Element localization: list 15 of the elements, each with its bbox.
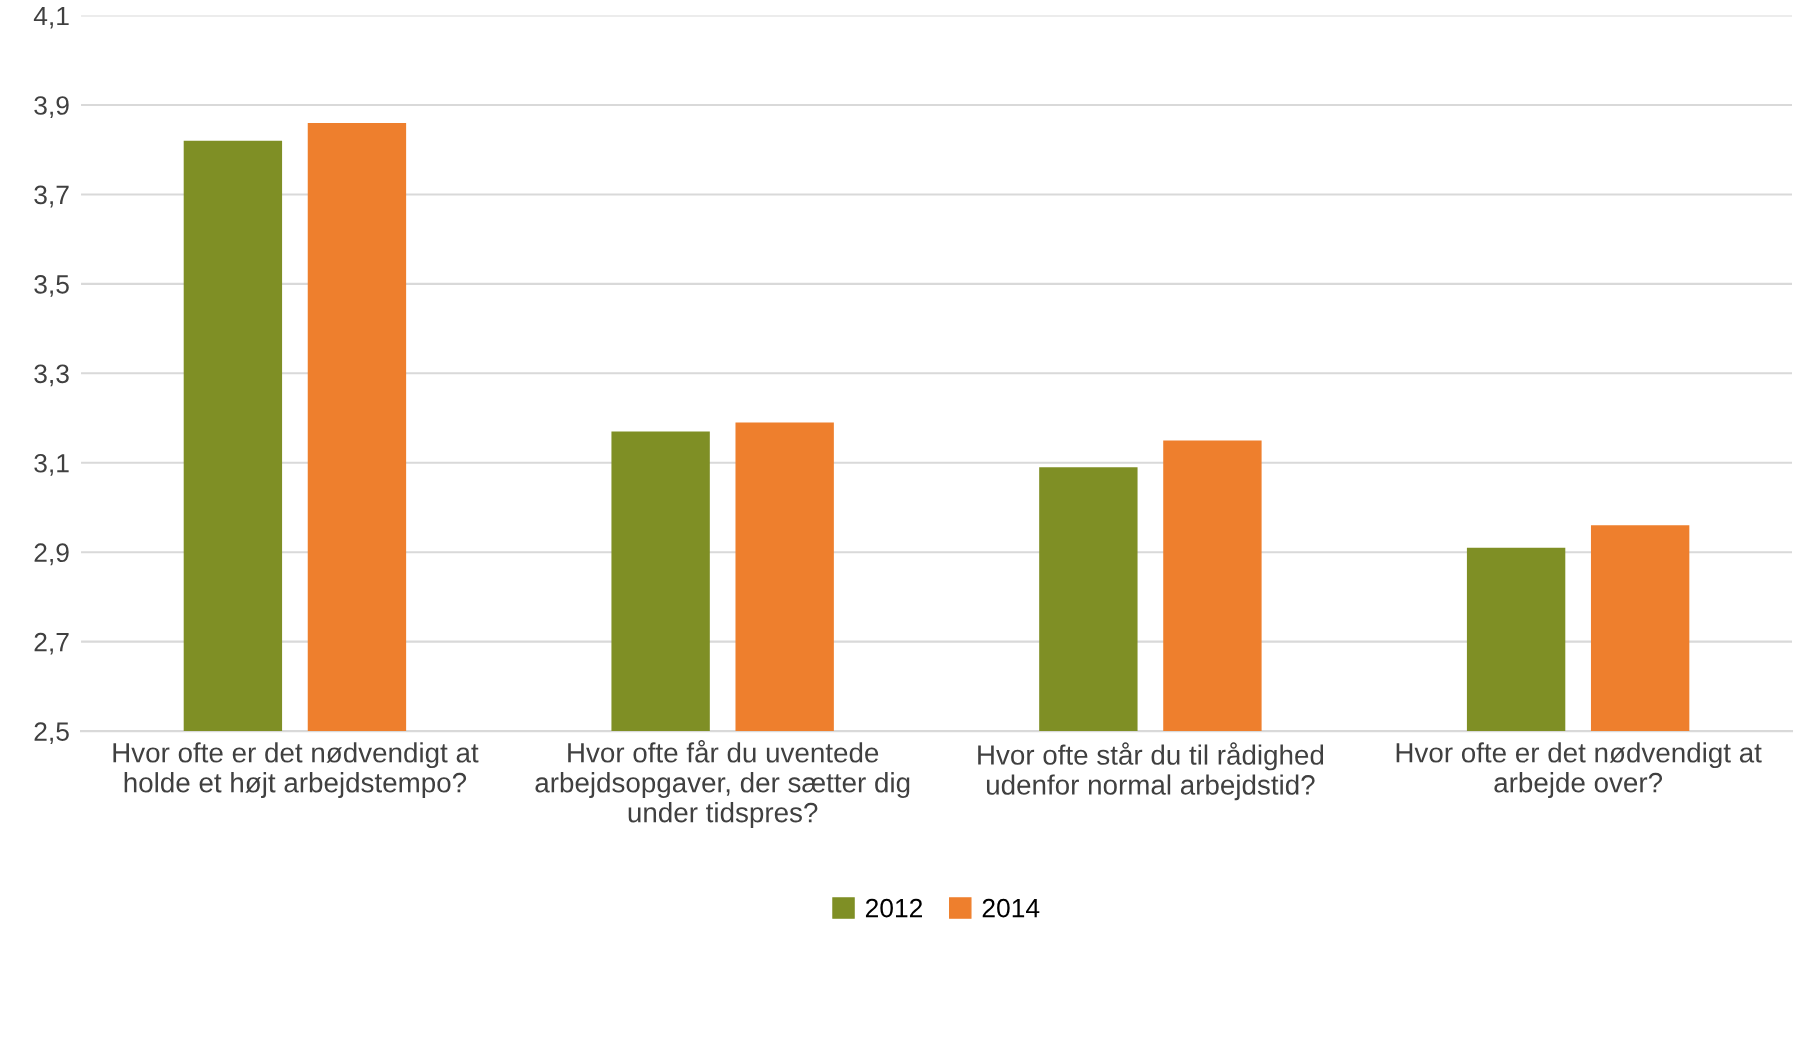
y-tick-label: 4,1 [33,6,69,29]
y-tick-label: 2,9 [34,543,69,566]
x-tick-label: Hvor ofte er det nødvendigt at holde et højt arbejdstempo? [113,742,479,799]
y-tick-label: 3,1 [34,453,69,476]
x-tick-label: Hvor ofte står du til rådighed udenfor normal arbejdstid? [978,742,1324,801]
x-tick-label: Hvor ofte er det nødvendigt at arbejde over? [1396,742,1762,799]
y-tick-label: 2,7 [34,632,69,655]
legend-label: 2014 [982,898,1040,918]
y-tick-label: 3,3 [34,364,69,387]
x-tick-label: Hvor ofte får du uventede arbejdsopgaver, der sætter dig under tidspres? [535,739,910,828]
y-tick-label: 3,9 [34,96,69,118]
legend-label: 2012 [865,898,923,918]
y-tick-label: 3,5 [34,275,69,297]
y-tick-label: 2,5 [34,722,69,745]
y-tick-label: 3,7 [34,185,69,208]
